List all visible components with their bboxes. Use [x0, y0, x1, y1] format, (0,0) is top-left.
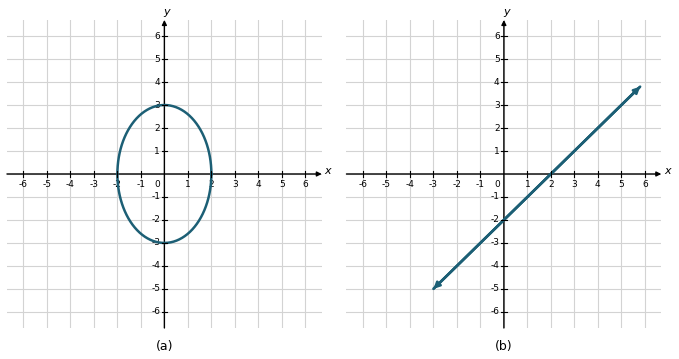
Text: 3: 3	[494, 101, 500, 109]
Text: 5: 5	[619, 180, 624, 189]
Text: 4: 4	[255, 180, 261, 189]
Text: -6: -6	[19, 180, 28, 189]
Text: -3: -3	[151, 238, 160, 247]
Text: 6: 6	[154, 32, 160, 41]
Text: -6: -6	[491, 307, 500, 316]
Text: -2: -2	[113, 180, 122, 189]
Text: 5: 5	[279, 180, 285, 189]
Text: -3: -3	[491, 238, 500, 247]
Text: -5: -5	[491, 284, 500, 293]
Text: -2: -2	[151, 215, 160, 224]
Text: 1: 1	[494, 146, 500, 155]
Text: -4: -4	[66, 180, 75, 189]
Text: 1: 1	[524, 180, 530, 189]
Text: 4: 4	[494, 78, 500, 87]
Text: 1: 1	[185, 180, 191, 189]
Text: 4: 4	[595, 180, 601, 189]
Text: 6: 6	[494, 32, 500, 41]
Text: -2: -2	[491, 215, 500, 224]
Text: 2: 2	[208, 180, 214, 189]
Text: -4: -4	[151, 261, 160, 270]
Text: $x$: $x$	[324, 165, 333, 176]
Text: -5: -5	[382, 180, 391, 189]
Text: -4: -4	[405, 180, 414, 189]
Text: 2: 2	[548, 180, 553, 189]
Text: -1: -1	[491, 192, 500, 201]
Text: 6: 6	[642, 180, 648, 189]
Text: -6: -6	[359, 180, 367, 189]
Text: 2: 2	[155, 123, 160, 132]
Text: $y$: $y$	[503, 7, 512, 19]
Text: 5: 5	[154, 55, 160, 64]
Text: 3: 3	[232, 180, 238, 189]
Text: -5: -5	[151, 284, 160, 293]
Text: -6: -6	[151, 307, 160, 316]
Text: -4: -4	[491, 261, 500, 270]
Text: 4: 4	[155, 78, 160, 87]
Text: 0: 0	[494, 180, 500, 189]
Text: 3: 3	[154, 101, 160, 109]
Text: 5: 5	[494, 55, 500, 64]
Text: -2: -2	[452, 180, 461, 189]
Text: -1: -1	[136, 180, 145, 189]
Text: $y$: $y$	[164, 7, 172, 19]
Text: -3: -3	[90, 180, 98, 189]
Text: 2: 2	[494, 123, 500, 132]
Text: -1: -1	[151, 192, 160, 201]
Text: $x$: $x$	[663, 165, 673, 176]
Text: -3: -3	[429, 180, 438, 189]
Text: 0: 0	[154, 180, 160, 189]
Text: (b): (b)	[495, 340, 513, 353]
Text: 1: 1	[154, 146, 160, 155]
Text: 6: 6	[302, 180, 308, 189]
Text: 3: 3	[572, 180, 577, 189]
Text: (a): (a)	[155, 340, 173, 353]
Text: -1: -1	[476, 180, 485, 189]
Text: -5: -5	[42, 180, 52, 189]
